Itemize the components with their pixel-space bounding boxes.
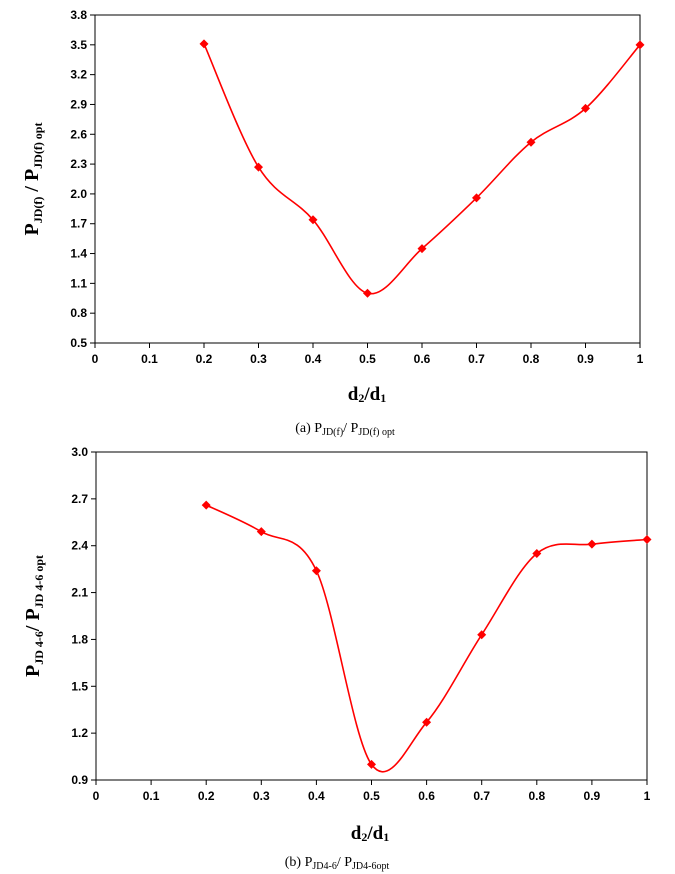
a-data-point bbox=[526, 137, 536, 147]
b-data-point bbox=[477, 630, 487, 640]
b-x-tick-label: 0 bbox=[93, 789, 100, 803]
b-y-tick-label: 3.0 bbox=[71, 445, 88, 459]
chart-a-y-axis-label: PJD(f) / PJD(f) opt bbox=[21, 123, 45, 236]
chart-a-series-markers bbox=[199, 39, 645, 298]
chart-b-y-axis-label: PJD 4-6/ PJD 4-6 opt bbox=[22, 555, 46, 677]
b-x-tick-label: 0.5 bbox=[363, 789, 380, 803]
b-x-tick-label: 1 bbox=[644, 789, 651, 803]
chart-b-y-axis: 0.9 1.2 1.5 1.8 2.1 2.4 2.7 3.0 bbox=[71, 445, 96, 787]
b-data-point bbox=[256, 527, 266, 537]
b-x-tick-label: 0.7 bbox=[473, 789, 490, 803]
a-data-point bbox=[199, 39, 209, 49]
b-y-tick-label: 1.5 bbox=[71, 679, 88, 693]
chart-a-caption: (a) PJD(f)/ PJD(f) opt bbox=[295, 421, 395, 438]
b-x-tick-label: 0.2 bbox=[198, 789, 215, 803]
chart-a-x-axis-label: d2/d1 bbox=[348, 384, 386, 405]
a-x-tick-label: 0.7 bbox=[468, 352, 485, 366]
a-data-point bbox=[363, 288, 372, 298]
b-data-point bbox=[587, 539, 597, 549]
a-x-tick-label: 0.6 bbox=[414, 352, 431, 366]
a-x-tick-label: 1 bbox=[637, 352, 644, 366]
a-y-tick-label: 1.7 bbox=[70, 217, 87, 231]
a-x-tick-label: 0.5 bbox=[359, 352, 376, 366]
b-data-point bbox=[532, 549, 542, 559]
b-data-point bbox=[422, 717, 432, 727]
b-y-tick-label: 1.8 bbox=[71, 632, 88, 646]
a-x-tick-label: 0.8 bbox=[523, 352, 540, 366]
chart-b-caption: (b) PJD4-6/ PJD4-6opt bbox=[285, 855, 390, 872]
b-data-point bbox=[367, 759, 376, 769]
a-y-tick-label: 3.5 bbox=[70, 38, 87, 52]
chart-b: 0.9 1.2 1.5 1.8 2.1 2.4 2.7 3.0 0 0.1 0.2 0.3 0.4 0.… bbox=[22, 445, 652, 872]
chart-a-y-axis: 0.5 0.8 1.1 1.4 1.7 2.0 2.3 2.6 2.9 3.2 3.5 3.8 bbox=[70, 8, 95, 350]
chart-b-x-axis: 0 0.1 0.2 0.3 0.4 0.5 0.6 0.7 0.8 0.9 1 bbox=[93, 780, 651, 803]
a-y-tick-label: 2.9 bbox=[70, 97, 87, 111]
chart-b-plot-frame bbox=[95, 451, 648, 781]
a-data-point bbox=[308, 215, 318, 225]
b-data-point bbox=[201, 500, 211, 510]
a-x-tick-label: 0 bbox=[92, 352, 99, 366]
a-data-point bbox=[254, 162, 263, 172]
a-x-tick-label: 0.3 bbox=[250, 352, 267, 366]
chart-a-series-line bbox=[203, 43, 641, 295]
a-y-tick-label: 1.4 bbox=[70, 247, 87, 261]
a-data-point bbox=[472, 193, 481, 203]
b-x-tick-label: 0.8 bbox=[528, 789, 545, 803]
a-x-tick-label: 0.4 bbox=[305, 352, 322, 366]
a-data-point bbox=[417, 244, 427, 254]
b-y-tick-label: 1.2 bbox=[71, 726, 88, 740]
chart-a: 0.5 0.8 1.1 1.4 1.7 2.0 2.3 2.6 2.9 3.2 3.5 3.8 0 0.… bbox=[21, 8, 645, 438]
a-y-tick-label: 2.0 bbox=[70, 187, 87, 201]
a-data-point bbox=[581, 103, 590, 113]
b-x-tick-label: 0.6 bbox=[418, 789, 435, 803]
a-y-tick-label: 0.5 bbox=[70, 336, 87, 350]
a-x-tick-label: 0.2 bbox=[196, 352, 213, 366]
b-y-tick-label: 0.9 bbox=[71, 773, 88, 787]
a-y-tick-label: 2.3 bbox=[70, 157, 87, 171]
b-y-tick-label: 2.4 bbox=[71, 539, 88, 553]
chart-b-x-axis-label: d2/d1 bbox=[351, 823, 389, 844]
b-data-point bbox=[311, 566, 321, 576]
b-y-tick-label: 2.7 bbox=[71, 492, 88, 506]
a-x-tick-label: 0.1 bbox=[141, 352, 158, 366]
b-x-tick-label: 0.3 bbox=[253, 789, 270, 803]
a-y-tick-label: 3.8 bbox=[70, 8, 87, 22]
b-x-tick-label: 0.9 bbox=[584, 789, 601, 803]
a-y-tick-label: 2.6 bbox=[70, 127, 87, 141]
b-data-point bbox=[642, 534, 652, 544]
a-y-tick-label: 0.8 bbox=[70, 306, 87, 320]
chart-b-series-markers bbox=[201, 500, 652, 769]
chart-b-series-line bbox=[205, 504, 648, 773]
chart-a-x-axis: 0 0.1 0.2 0.3 0.4 0.5 0.6 0.7 0.8 0.9 1 bbox=[92, 343, 644, 366]
a-x-tick-label: 0.9 bbox=[577, 352, 594, 366]
a-data-point bbox=[635, 40, 645, 50]
b-x-tick-label: 0.4 bbox=[308, 789, 325, 803]
b-y-tick-label: 2.1 bbox=[71, 586, 88, 600]
a-y-tick-label: 3.2 bbox=[70, 68, 87, 82]
a-y-tick-label: 1.1 bbox=[70, 276, 87, 290]
b-x-tick-label: 0.1 bbox=[143, 789, 160, 803]
